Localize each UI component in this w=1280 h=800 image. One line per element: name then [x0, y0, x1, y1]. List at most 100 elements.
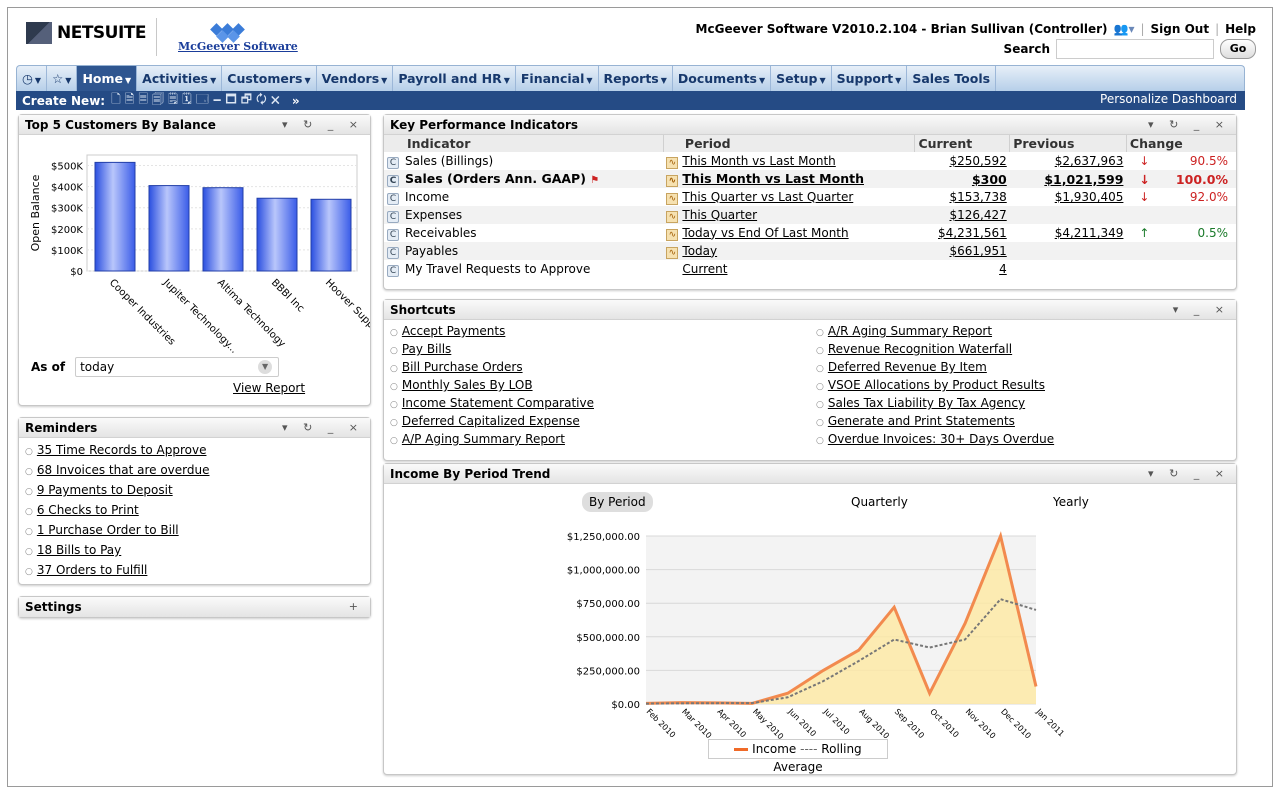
portlet-controls[interactable]: ▾ ↻ _ × — [1148, 118, 1230, 131]
kpi-previous-link[interactable]: $1,021,599 — [1044, 171, 1124, 187]
kpi-current-link[interactable]: $4,231,561 — [938, 226, 1007, 240]
col-change[interactable]: Change — [1126, 135, 1236, 152]
reminders-list: ○ 35 Time Records to Approve ○ 68 Invoices … — [19, 438, 370, 582]
bar[interactable] — [148, 185, 190, 272]
create-record-icons[interactable]: 🗋🗎🗏🗐🗒🗓🗔🗕🗖🗗🗘🗙 — [111, 92, 284, 106]
as-of-select[interactable]: today ▼ — [75, 357, 280, 377]
kpi-current-link[interactable]: $126,427 — [949, 208, 1007, 222]
reminder-item[interactable]: ○ 35 Time Records to Approve — [25, 443, 207, 457]
trend-graph-icon[interactable]: ∿ — [666, 156, 679, 169]
kpi-period-link[interactable]: This Quarter — [682, 207, 758, 222]
y-tick-label: $400K — [51, 183, 83, 194]
tab-yearly[interactable]: Yearly — [1053, 495, 1089, 509]
search-input[interactable] — [1056, 39, 1214, 59]
reminder-item[interactable]: ○ 9 Payments to Deposit — [25, 483, 173, 497]
portlet-title[interactable]: Settings + — [19, 597, 370, 617]
portlet-controls[interactable]: ▾ _ × — [1172, 303, 1230, 316]
expand-plus-icon[interactable]: + — [348, 600, 364, 613]
shortcut-link[interactable]: ○ A/P Aging Summary Report — [390, 432, 565, 446]
refresh-kpi-icon[interactable]: C — [387, 156, 399, 169]
go-button[interactable]: Go — [1220, 39, 1256, 59]
reminder-item[interactable]: ○ 18 Bills to Pay — [25, 543, 122, 557]
trend-graph-icon[interactable]: ∿ — [666, 210, 679, 223]
kpi-current-link[interactable]: $661,951 — [949, 244, 1007, 258]
shortcut-link[interactable]: ○ Accept Payments — [390, 324, 506, 338]
refresh-kpi-icon[interactable]: C — [387, 175, 399, 187]
shortcut-link[interactable]: ○ Income Statement Comparative — [390, 396, 594, 410]
reminder-item[interactable]: ○ 1 Purchase Order to Bill — [25, 523, 179, 537]
shortcut-link[interactable]: ○ Overdue Invoices: 30+ Days Overdue — [816, 432, 1055, 446]
tab-by-period[interactable]: By Period — [582, 492, 653, 512]
portlet-controls[interactable]: ▾ ↻ _ × — [282, 118, 364, 131]
menu-payroll[interactable]: Payroll and HR ▼ — [393, 66, 516, 91]
shortcut-link[interactable]: ○ Generate and Print Statements — [816, 414, 1015, 428]
bar[interactable] — [256, 197, 298, 272]
refresh-kpi-icon[interactable]: C — [387, 228, 399, 241]
sign-out-link[interactable]: Sign Out — [1150, 22, 1210, 36]
kpi-current-link[interactable]: $153,738 — [949, 190, 1007, 204]
view-report-link[interactable]: View Report — [233, 381, 306, 395]
kpi-period-link[interactable]: This Month vs Last Month — [682, 171, 864, 186]
rolling-average-line[interactable] — [645, 598, 1037, 705]
help-link[interactable]: Help — [1225, 22, 1256, 36]
menu-sales-tools[interactable]: Sales Tools — [907, 66, 997, 91]
roles-icon[interactable]: 👥▾ — [1113, 22, 1135, 36]
shortcut-link[interactable]: ○ Bill Purchase Orders — [390, 360, 523, 374]
menu-home[interactable]: Home ▼ — [77, 66, 138, 91]
tab-quarterly[interactable]: Quarterly — [851, 495, 908, 509]
kpi-period-link[interactable]: Today vs End Of Last Month — [682, 225, 849, 240]
kpi-previous-link[interactable]: $1,930,405 — [1054, 190, 1124, 204]
bar[interactable] — [310, 198, 352, 272]
refresh-kpi-icon[interactable]: C — [387, 192, 399, 205]
kpi-current-link[interactable]: 4 — [999, 262, 1007, 276]
shortcut-link[interactable]: ○ Deferred Revenue By Item — [816, 360, 987, 374]
trend-graph-icon[interactable]: ∿ — [666, 192, 679, 205]
refresh-kpi-icon[interactable]: C — [387, 246, 399, 259]
menu-setup[interactable]: Setup ▼ — [771, 66, 832, 91]
col-previous[interactable]: Previous — [1009, 135, 1127, 152]
bar[interactable] — [202, 187, 244, 272]
kpi-previous-link[interactable]: $4,211,349 — [1054, 226, 1124, 240]
recent-records-icon[interactable]: ◷ ▼ — [17, 66, 48, 91]
kpi-period-link[interactable]: Current — [682, 262, 728, 276]
personalize-dashboard-link[interactable]: Personalize Dashboard — [1100, 92, 1237, 106]
menu-support[interactable]: Support ▼ — [832, 66, 908, 91]
netsuite-logo[interactable]: NETSUITE — [26, 22, 147, 44]
shortcut-link[interactable]: ○ A/R Aging Summary Report — [816, 324, 993, 338]
col-period[interactable]: Period — [663, 135, 916, 152]
menu-customers[interactable]: Customers ▼ — [222, 66, 317, 91]
menu-vendors[interactable]: Vendors ▼ — [317, 66, 394, 91]
reminder-item[interactable]: ○ 6 Checks to Print — [25, 503, 139, 517]
menu-financial[interactable]: Financial ▼ — [516, 66, 599, 91]
menu-reports[interactable]: Reports ▼ — [599, 66, 673, 91]
col-indicator[interactable]: Indicator — [384, 135, 664, 152]
dropdown-arrow-icon[interactable]: ▼ — [258, 360, 273, 374]
shortcut-link[interactable]: ○ VSOE Allocations by Product Results — [816, 378, 1045, 392]
reminder-item[interactable]: ○ 37 Orders to Fulfill — [25, 563, 148, 577]
reminder-item[interactable]: ○ 68 Invoices that are overdue — [25, 463, 210, 477]
menu-activities[interactable]: Activities ▼ — [137, 66, 223, 91]
more-icons-chevron-icon[interactable]: » — [291, 93, 300, 108]
trend-graph-icon[interactable]: ∿ — [666, 175, 679, 187]
kpi-current-link[interactable]: $300 — [971, 171, 1007, 187]
trend-graph-icon[interactable]: ∿ — [666, 228, 679, 241]
kpi-previous-link[interactable]: $2,637,963 — [1054, 154, 1124, 168]
kpi-period-link[interactable]: This Quarter vs Last Quarter — [682, 189, 854, 204]
kpi-period-link[interactable]: This Month vs Last Month — [682, 153, 836, 168]
refresh-kpi-icon[interactable]: C — [387, 210, 399, 223]
portlet-controls[interactable]: ▾ ↻ _ × — [282, 421, 364, 434]
portlet-controls[interactable]: ▾ ↻ _ × — [1148, 467, 1230, 480]
kpi-current-link[interactable]: $250,592 — [949, 154, 1007, 168]
shortcut-link[interactable]: ○ Revenue Recognition Waterfall — [816, 342, 1013, 356]
trend-graph-icon[interactable]: ∿ — [666, 246, 679, 259]
shortcut-link[interactable]: ○ Deferred Capitalized Expense — [390, 414, 580, 428]
shortcut-link[interactable]: ○ Pay Bills — [390, 342, 452, 356]
kpi-period-link[interactable]: Today — [682, 243, 718, 258]
refresh-kpi-icon[interactable]: C — [387, 264, 399, 277]
col-current[interactable]: Current — [914, 135, 1011, 152]
favorites-star-icon[interactable]: ☆ ▼ — [47, 66, 78, 91]
shortcut-link[interactable]: ○ Sales Tax Liability By Tax Agency — [816, 396, 1026, 410]
bar[interactable] — [94, 161, 136, 272]
shortcut-link[interactable]: ○ Monthly Sales By LOB — [390, 378, 533, 392]
menu-documents[interactable]: Documents ▼ — [673, 66, 772, 91]
